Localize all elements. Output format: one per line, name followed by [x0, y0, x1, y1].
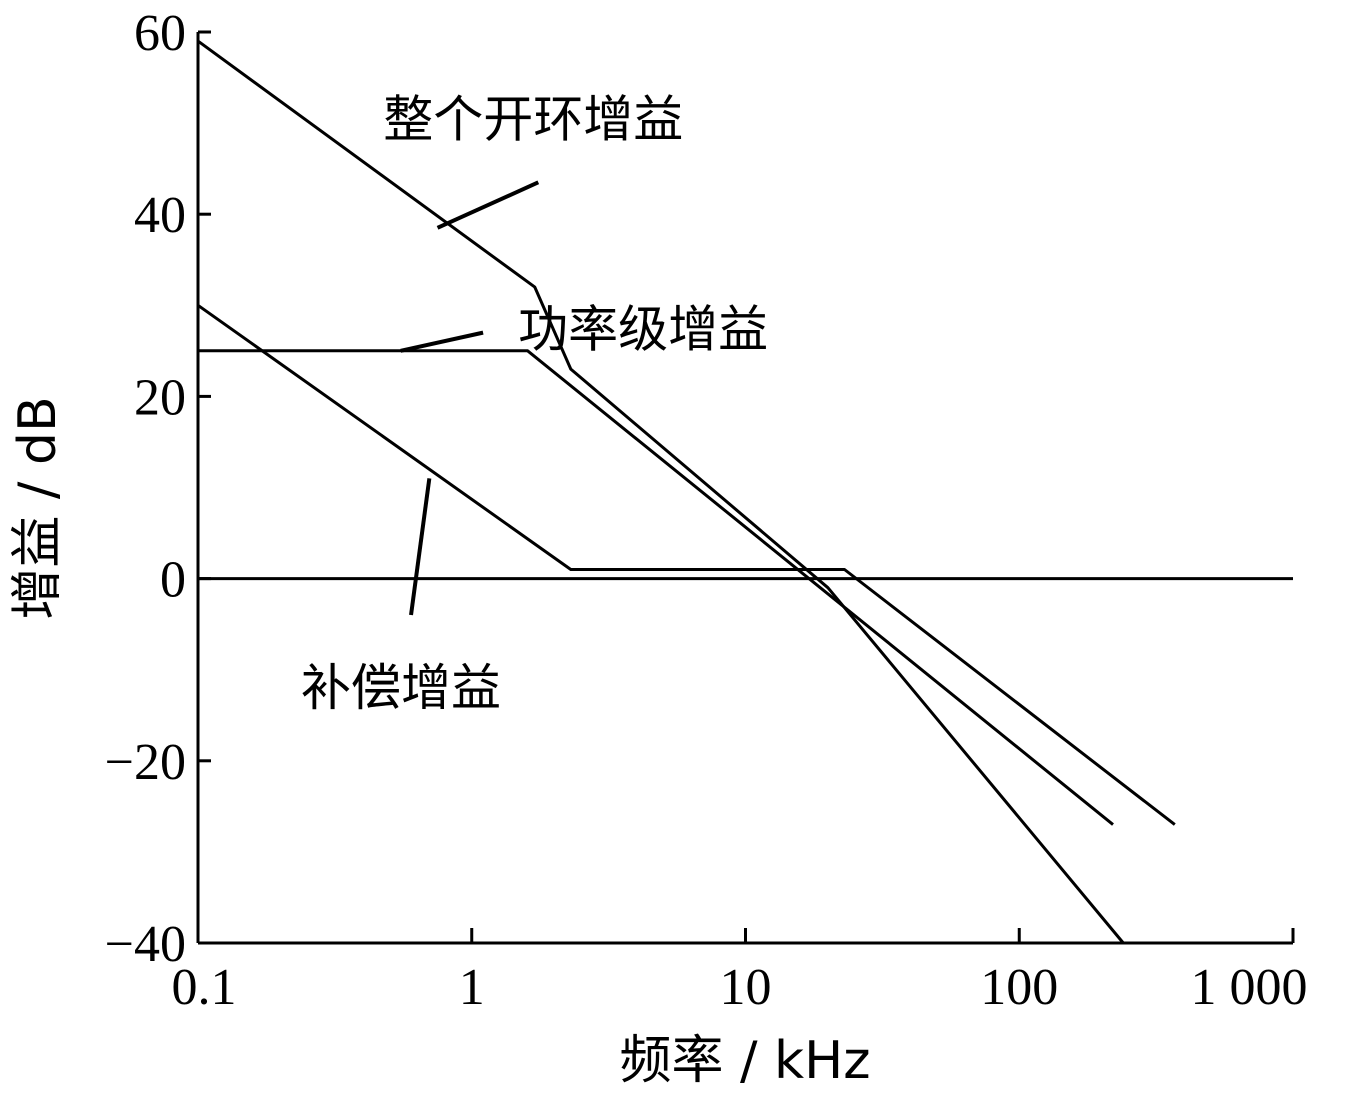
series-line-1	[197, 39, 1125, 944]
y-axis-title: 增益 / dB	[8, 396, 68, 619]
y-tick-label: −20	[105, 734, 186, 791]
y-tick-label: −40	[105, 916, 186, 973]
annotation-leader-3	[409, 478, 432, 616]
series-layer	[197, 39, 1176, 944]
x-tick-label: 1 000	[1191, 959, 1308, 1016]
x-tick-label: 0.1	[172, 959, 237, 1016]
annotation-label-1: 整个开环增益	[383, 90, 683, 148]
y-tick-label: 60	[134, 5, 186, 62]
annotation-label-2: 功率级增益	[518, 301, 768, 359]
annotation-leader-1	[436, 180, 540, 230]
series-line-3	[197, 304, 1176, 826]
x-axis-title: 频率 / kHz	[619, 1031, 870, 1091]
y-tick-label: 20	[134, 369, 186, 426]
annotation-label-3: 补偿增益	[301, 659, 501, 717]
axes-layer: 60 40 20 0 −20 −400.1 1 10 100 1 000	[105, 5, 1308, 1016]
y-tick-label: 40	[134, 187, 186, 244]
x-tick-label: 10	[720, 959, 772, 1016]
y-tick-label: 0	[160, 552, 186, 609]
series-line-2	[198, 349, 1114, 826]
annotation-leader-2	[400, 330, 484, 353]
x-tick-label: 1	[459, 959, 485, 1016]
x-tick-label: 100	[980, 959, 1058, 1016]
